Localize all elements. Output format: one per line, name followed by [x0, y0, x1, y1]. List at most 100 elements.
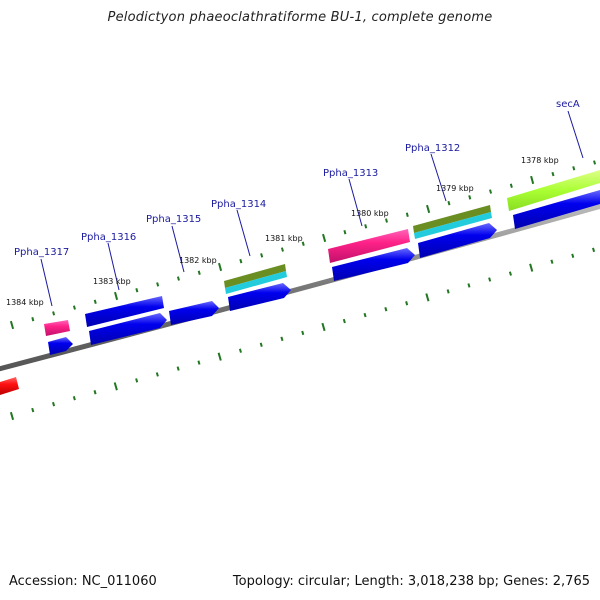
gene-label-ppha1312: Ppha_1312 — [405, 143, 460, 154]
feature-red-fragment — [0, 377, 19, 395]
feature-ppha1314-cyan — [225, 271, 287, 294]
outer-tick-minor — [593, 160, 597, 165]
inner-tick-minor — [259, 342, 263, 347]
outer-tick-major — [322, 233, 327, 243]
outer-tick-minor — [572, 166, 576, 171]
inner-tick-minor — [571, 253, 575, 258]
outer-tick-ring — [9, 160, 597, 330]
gene-label-ppha1313: Ppha_1313 — [323, 168, 378, 179]
inner-tick-minor — [197, 360, 201, 365]
forward-strand-features — [44, 170, 600, 336]
feature-ppha1316-blue — [85, 296, 164, 327]
outer-tick-minor — [468, 195, 472, 200]
outer-tick-major — [218, 262, 223, 272]
outer-tick-minor — [509, 183, 513, 188]
feature-ppha1313-pink — [328, 229, 410, 263]
gene-label-leaders — [40, 110, 584, 307]
outer-tick-minor — [447, 200, 451, 206]
outer-tick-minor — [93, 299, 97, 304]
outer-tick-minor — [551, 171, 555, 177]
cds-arrow-1317 — [48, 337, 73, 355]
inner-tick-major — [217, 352, 222, 361]
leader-ppha1316 — [107, 242, 120, 291]
outer-tick-minor — [343, 229, 347, 235]
leader-ppha1317 — [40, 258, 53, 307]
inner-tick-minor — [155, 372, 159, 377]
kbp-labels: 1384 kbp 1383 kbp 1382 kbp 1381 kbp 1380… — [6, 156, 559, 307]
inner-tick-minor — [592, 247, 596, 253]
inner-tick-minor — [176, 366, 180, 371]
inner-tick-ring — [9, 247, 596, 421]
outer-tick-minor — [260, 253, 264, 258]
feature-ppha1317-pink — [44, 320, 70, 336]
accession-text: Accession: NC_011060 — [9, 574, 157, 589]
outer-tick-minor — [135, 288, 139, 293]
outer-tick-minor — [364, 224, 368, 229]
outer-tick-minor — [156, 282, 160, 287]
inner-tick-minor — [405, 301, 409, 306]
cds-arrow-1313 — [332, 248, 415, 281]
inner-tick-minor — [93, 390, 97, 395]
outer-tick-major — [426, 204, 431, 214]
inner-tick-minor — [488, 277, 492, 282]
inner-tick-minor — [31, 407, 35, 413]
inner-tick-major — [321, 322, 326, 332]
leader-seca — [567, 110, 584, 159]
inner-tick-major — [9, 411, 15, 421]
gene-labels: Ppha_1317 Ppha_1316 Ppha_1315 Ppha_1314 … — [14, 99, 580, 258]
inner-tick-minor — [301, 330, 305, 336]
inner-tick-minor — [342, 318, 346, 324]
kbp-label-1384: 1384 kbp — [6, 298, 44, 307]
outer-tick-minor — [239, 258, 243, 264]
inner-tick-minor — [135, 378, 139, 383]
cds-arrow-1314 — [228, 283, 291, 311]
outer-tick-minor — [301, 241, 305, 246]
outer-tick-minor — [385, 218, 388, 223]
outer-tick-major — [9, 320, 15, 330]
outer-tick-major — [530, 175, 535, 185]
gene-label-ppha1315: Ppha_1315 — [146, 214, 201, 225]
outer-tick-minor — [72, 305, 76, 310]
inner-tick-minor — [238, 348, 242, 353]
inner-tick-major — [425, 293, 430, 302]
gene-label-seca: secA — [556, 99, 580, 110]
inner-tick-major — [113, 382, 118, 391]
map-title: Pelodictyon phaeoclathratiforme BU-1, co… — [107, 10, 493, 25]
kbp-label-1378: 1378 kbp — [521, 156, 559, 165]
inner-tick-minor — [467, 283, 471, 288]
reverse-strand-cds — [0, 190, 600, 395]
inner-tick-minor — [280, 336, 284, 342]
leader-ppha1315 — [171, 225, 185, 273]
kbp-label-1383: 1383 kbp — [93, 277, 131, 286]
gene-label-ppha1317: Ppha_1317 — [14, 247, 69, 258]
feature-ppha1314-olive — [224, 264, 286, 288]
inner-tick-minor — [550, 259, 554, 264]
cds-arrow-1312 — [418, 223, 497, 258]
outer-tick-minor — [176, 276, 180, 281]
cds-arrow-1316b — [89, 313, 167, 345]
outer-tick-minor — [31, 317, 35, 322]
inner-tick-minor — [72, 396, 76, 401]
gene-label-ppha1314: Ppha_1314 — [211, 199, 266, 210]
feature-ppha1312-olive — [413, 205, 491, 233]
inner-tick-minor — [363, 312, 367, 318]
inner-tick-major — [529, 263, 534, 272]
kbp-label-1380: 1380 kbp — [351, 209, 389, 218]
outer-tick-minor — [405, 212, 409, 217]
feature-seca-lime — [507, 170, 600, 211]
genome-backbone — [0, 203, 600, 372]
outer-tick-minor — [197, 270, 201, 275]
inner-tick-minor — [508, 271, 512, 276]
outer-tick-major — [114, 291, 119, 301]
leader-ppha1313 — [348, 178, 363, 227]
outer-tick-minor — [52, 311, 56, 316]
leader-ppha1314 — [236, 209, 251, 257]
leader-ppha1312 — [430, 153, 447, 202]
outer-tick-minor — [280, 247, 284, 252]
kbp-label-1379: 1379 kbp — [436, 184, 474, 193]
outer-tick-minor — [489, 189, 493, 194]
kbp-label-1382: 1382 kbp — [179, 256, 217, 265]
gene-label-ppha1316: Ppha_1316 — [81, 232, 136, 243]
cds-arrow-seca — [513, 190, 600, 229]
